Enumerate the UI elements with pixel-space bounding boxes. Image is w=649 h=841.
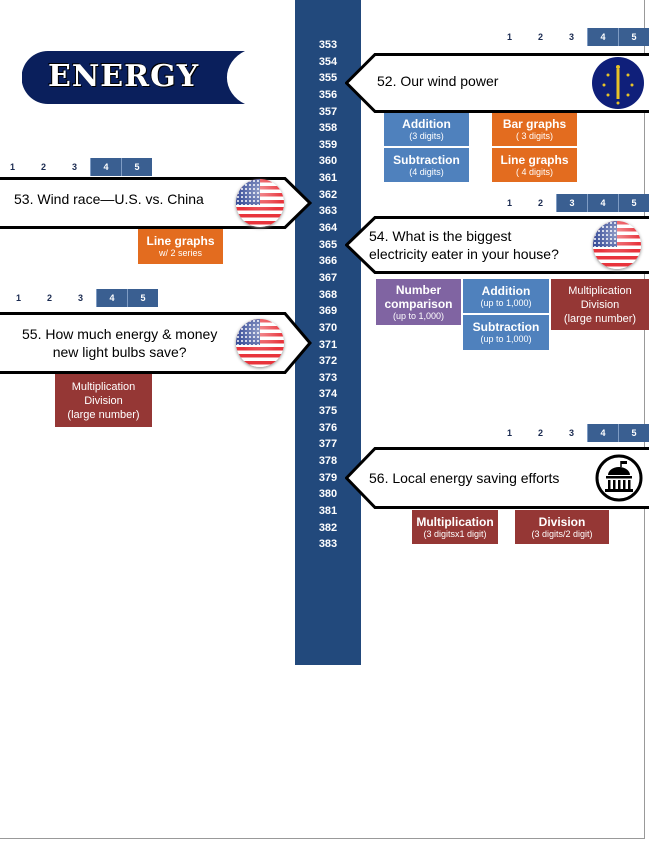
lesson-title: 54. What is the biggest electricity eater… <box>369 228 559 262</box>
level-cell: 4 <box>587 28 618 46</box>
level-cell: 4 <box>96 289 127 307</box>
level-cell: 1 <box>506 198 512 208</box>
lesson-banner-54[interactable]: 54. What is the biggest electricity eater… <box>345 216 649 274</box>
skill-tile: Multiplication Division (large number) <box>551 279 649 330</box>
us-flag-icon <box>236 319 284 367</box>
level-cell: 4 <box>90 158 121 176</box>
page-number: 356 <box>318 88 338 101</box>
page-number: 354 <box>318 55 338 68</box>
skill-tile: Subtraction (4 digits) <box>384 148 469 182</box>
page-number: 364 <box>318 222 338 235</box>
page-number: 359 <box>318 138 338 151</box>
skill-tile: Bar graphs( 3 digits) <box>492 113 577 146</box>
us-flag-icon <box>593 221 641 269</box>
indiana-flag-icon <box>592 57 644 109</box>
lesson-banner-52[interactable]: 52. Our wind power <box>345 53 649 113</box>
lesson-banner-56[interactable]: 56. Local energy saving efforts <box>345 447 649 509</box>
capitol-building-icon <box>595 454 643 502</box>
page-number: 357 <box>318 105 338 118</box>
skill-tile: Subtraction (up to 1,000) <box>463 315 549 350</box>
page-number: 360 <box>318 155 338 168</box>
skill-tile: Line graphs w/ 2 series <box>138 229 223 264</box>
level-cell: 1 <box>506 32 512 42</box>
level-cell: 5 <box>618 28 649 46</box>
page-number: 368 <box>318 288 338 301</box>
page-number: 375 <box>318 405 338 418</box>
page-number: 371 <box>318 338 338 351</box>
level-cell: 4 <box>587 194 618 212</box>
lesson-title: 56. Local energy saving efforts <box>369 470 560 486</box>
page-number-list: 353 354 355 356 357 358 359 360 361 362 363 364 365 3… <box>295 37 361 553</box>
page-number: 377 <box>318 438 338 451</box>
lesson-banner-55[interactable]: 55. How much energy & money new light bul… <box>0 312 313 374</box>
skill-tile: Multiplication Division (large number) <box>55 374 152 427</box>
lesson-title: 53. Wind race—U.S. vs. China <box>14 191 204 207</box>
level-cell: 3 <box>568 32 574 42</box>
level-cell: 3 <box>568 428 574 438</box>
skill-tile: Line graphs( 4 digits) <box>492 148 577 182</box>
level-cell: 1 <box>506 428 512 438</box>
lesson-title: 52. Our wind power <box>377 73 499 89</box>
page-number: 365 <box>318 238 338 251</box>
page-number: 382 <box>318 521 338 534</box>
page-number: 370 <box>318 321 338 334</box>
page-number: 381 <box>318 504 338 517</box>
level-cell: 2 <box>537 198 543 208</box>
level-cell: 3 <box>556 194 587 212</box>
level-cell: 5 <box>127 289 158 307</box>
lesson-banner-53[interactable]: 53. Wind race—U.S. vs. China <box>0 177 313 229</box>
level-cell: 2 <box>46 293 52 303</box>
page-number: 366 <box>318 255 338 268</box>
level-cell: 1 <box>15 293 21 303</box>
level-cell: 2 <box>40 162 46 172</box>
page-number-spine <box>295 0 361 665</box>
section-title: ENERGY <box>48 59 200 94</box>
skill-tile: Addition (up to 1,000) <box>463 279 549 313</box>
page-number: 361 <box>318 172 338 185</box>
page-number: 358 <box>318 122 338 135</box>
page-number: 355 <box>318 72 338 85</box>
us-flag-icon <box>236 179 284 227</box>
level-cell: 3 <box>77 293 83 303</box>
page-number: 373 <box>318 371 338 384</box>
level-cell: 5 <box>618 424 649 442</box>
level-cell: 5 <box>121 158 152 176</box>
page-number: 369 <box>318 305 338 318</box>
level-cell: 3 <box>71 162 77 172</box>
lesson-title: 55. How much energy & money new light bul… <box>22 326 218 360</box>
logo-pill <box>21 51 246 104</box>
page-number: 353 <box>318 39 338 51</box>
page-number: 380 <box>318 488 338 501</box>
page-number: 379 <box>318 471 338 484</box>
skill-tile: Multiplication (3 digitsx1 digit) <box>412 510 498 544</box>
page-number: 383 <box>318 538 338 551</box>
page-number: 376 <box>318 421 338 434</box>
page-number: 363 <box>318 205 338 218</box>
energy-logo: ENERGY <box>21 51 246 104</box>
page-number: 367 <box>318 271 338 284</box>
level-cell: 4 <box>587 424 618 442</box>
level-cell: 2 <box>537 428 543 438</box>
page-border <box>0 838 645 839</box>
skill-tile: Addition (3 digits) <box>384 113 469 146</box>
page-border <box>644 0 645 838</box>
page-number: 374 <box>318 388 338 401</box>
page-number: 372 <box>318 355 338 368</box>
page-number: 378 <box>318 455 338 468</box>
page-number: 362 <box>318 188 338 201</box>
level-cell: 1 <box>9 162 15 172</box>
skill-tile: Number comparison (up to 1,000) <box>376 279 461 325</box>
level-cell: 5 <box>618 194 649 212</box>
skill-tile: Division (3 digits/2 digit) <box>515 510 609 544</box>
level-cell: 2 <box>537 32 543 42</box>
